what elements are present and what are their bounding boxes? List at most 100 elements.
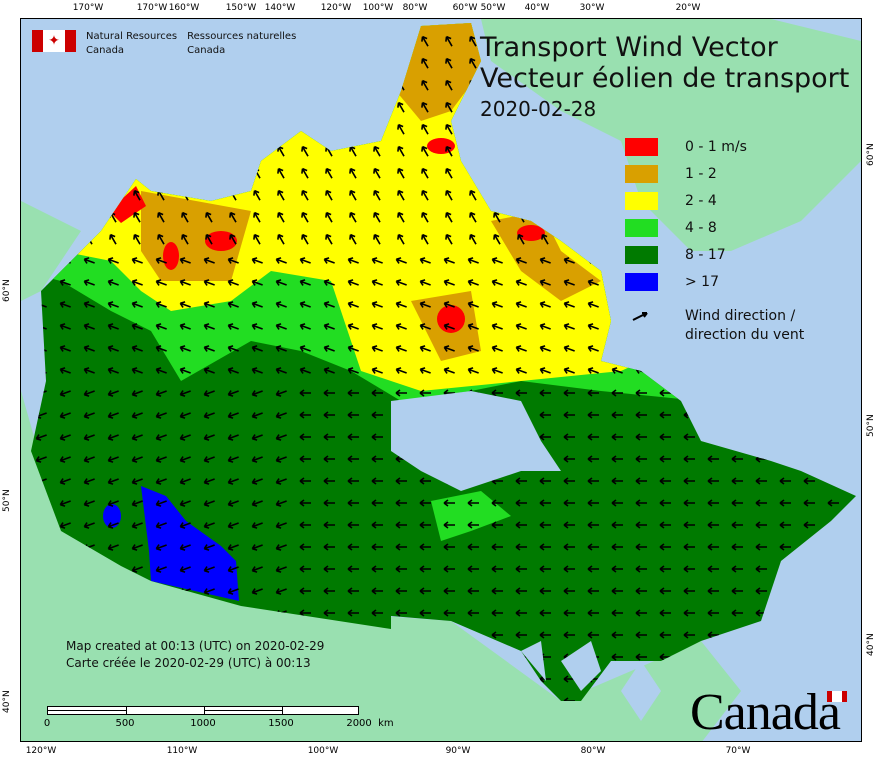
wind-arrow	[467, 367, 479, 374]
wind-arrow	[155, 544, 167, 551]
wind-arrow	[347, 279, 359, 286]
wind-arrow	[251, 257, 263, 264]
wind-arrow	[635, 653, 647, 661]
wind-arrow	[349, 167, 357, 179]
alaska-land	[21, 201, 81, 301]
wind-arrow	[421, 35, 429, 47]
wind-arrow	[203, 456, 215, 463]
wind-arrow	[445, 79, 453, 91]
wind-arrow	[443, 521, 455, 529]
wind-arrow	[563, 367, 575, 374]
wind-arrow	[611, 587, 623, 595]
wind-arrow	[301, 233, 309, 245]
wind-arrow	[155, 500, 167, 507]
wind-arrow	[371, 543, 383, 551]
wind-arrow	[371, 279, 383, 286]
wind-arrow	[275, 434, 287, 441]
wind-arrow	[323, 499, 335, 507]
wind-arrow	[683, 433, 695, 441]
agency-fr-line1: Ressources naturelles	[187, 31, 297, 42]
wind-arrow	[395, 257, 407, 264]
wind-arrow	[371, 257, 383, 264]
wind-arrow	[635, 455, 647, 463]
wind-arrow	[155, 566, 167, 573]
wind-arrow	[83, 367, 95, 374]
wind-arrow	[323, 477, 335, 485]
legend-item: 2 - 4	[625, 187, 804, 214]
wind-arrow	[419, 543, 431, 551]
wind-arrow	[587, 389, 599, 397]
wind-arrow	[83, 522, 95, 529]
wind-arrow	[611, 433, 623, 441]
wind-arrow	[323, 433, 335, 441]
tick-top: 100°W	[362, 3, 394, 13]
wind-arrow	[397, 167, 405, 179]
wind-arrow	[59, 367, 71, 374]
wind-arrow	[731, 477, 743, 485]
wind-arrow	[731, 543, 743, 551]
wind-arrow	[803, 499, 815, 507]
wind-arrow	[155, 522, 167, 529]
wind-arrow	[83, 279, 95, 286]
wind-arrow	[277, 167, 285, 179]
wind-arrow	[133, 189, 141, 201]
wind-arrow	[203, 367, 215, 374]
wind-arrow	[371, 521, 383, 529]
wind-arrow	[419, 367, 431, 374]
wind-arrow	[179, 566, 191, 573]
wind-arrow	[131, 367, 143, 374]
created-fr: Carte créée le 2020-02-29 (UTC) à 00:13	[66, 656, 311, 670]
wind-arrow	[59, 345, 71, 352]
wind-arrow	[251, 544, 263, 551]
wind-arrow	[445, 233, 453, 245]
wind-arrow	[587, 301, 599, 308]
legend-item: 0 - 1 m/s	[625, 133, 804, 160]
wind-arrow	[515, 257, 527, 264]
wind-arrow	[421, 123, 429, 135]
wind-arrow	[347, 433, 359, 441]
wind-arrow	[397, 233, 405, 245]
hudson-bay	[391, 391, 561, 491]
tick-top: 170°W	[136, 3, 168, 13]
wind-arrow	[659, 587, 671, 595]
wind-arrow	[227, 279, 239, 286]
wind-arrow	[563, 433, 575, 441]
wind-arrow	[131, 456, 143, 463]
wind-arrow	[347, 543, 359, 551]
wind-arrow	[515, 301, 527, 308]
wind-arrow	[371, 323, 383, 330]
wind-arrow	[421, 57, 429, 69]
zone-0-1-f	[517, 225, 545, 241]
wind-arrow	[299, 345, 311, 352]
wind-arrow	[755, 565, 767, 573]
wind-arrow	[131, 301, 143, 308]
wind-arrow	[347, 499, 359, 507]
wind-arrow	[251, 434, 263, 441]
wind-arrow	[707, 455, 719, 463]
wind-arrow	[467, 323, 479, 330]
tick-left: 50°N	[2, 489, 12, 512]
wind-arrow	[563, 587, 575, 595]
legend-label: 2 - 4	[685, 192, 717, 209]
wind-arrow	[539, 433, 551, 441]
wind-arrow	[803, 477, 815, 485]
legend-wind-fr: direction du vent	[685, 327, 805, 343]
wind-arrow	[179, 323, 191, 330]
wind-arrow	[373, 167, 381, 179]
wind-arrow	[419, 257, 431, 264]
wind-arrow	[683, 521, 695, 529]
legend-label: 1 - 2	[685, 165, 717, 182]
tick-bottom: 70°W	[725, 746, 751, 756]
tick-bottom: 100°W	[307, 746, 339, 756]
wind-arrow	[323, 543, 335, 551]
legend-swatch	[625, 245, 658, 264]
wind-arrow	[659, 411, 671, 419]
wind-arrow	[371, 477, 383, 485]
wind-arrow	[469, 35, 477, 47]
scale-label: 500	[115, 718, 135, 729]
wind-arrow	[203, 478, 215, 485]
wind-arrow	[443, 301, 455, 308]
wind-arrow	[395, 345, 407, 352]
wind-arrow	[275, 279, 287, 286]
